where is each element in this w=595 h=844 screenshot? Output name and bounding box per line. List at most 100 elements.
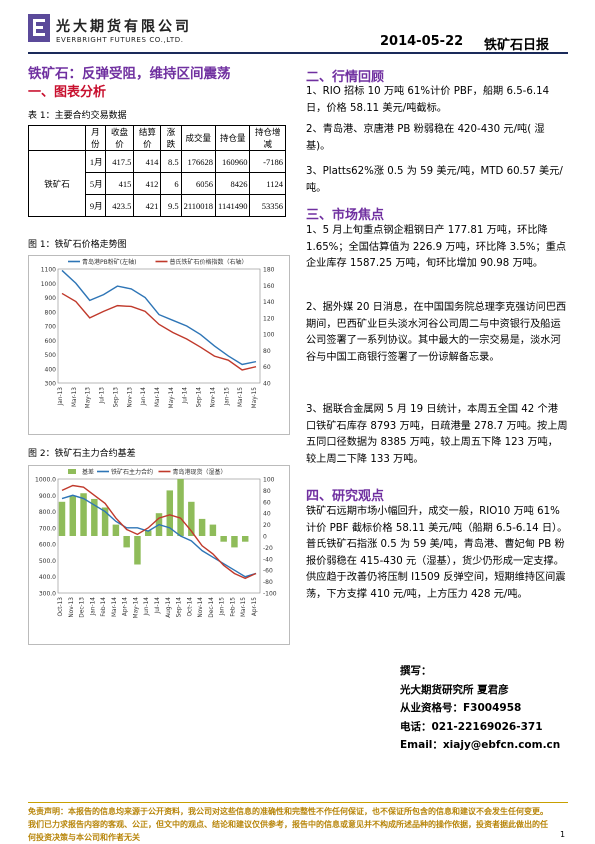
y-left-tick-label: 700 [45,324,57,331]
y-right-tick-label: 40 [263,381,271,388]
table-cell: 6 [160,172,182,195]
basis-bar [231,536,238,548]
table-cell: 1124 [249,172,286,195]
y-left-tick-label: 400.0 [39,574,56,581]
x-tick-label: Jan-13 [58,387,64,407]
series-line-1 [61,269,257,366]
disclaimer: 免责声明：本报告的信息均来源于公开资料，我公司对这些信息的准确性和完整性不作任何… [28,807,548,842]
x-tick-label: Dec-14 [209,597,215,618]
chart-frame [28,255,290,435]
section-title-charts: 一、图表分析 [28,85,107,100]
table-cell: 423.5 [104,194,135,217]
author-block: 撰写： 光大期货研究所 夏君彦 从业资格号：F3004958 电话：021-22… [400,662,560,755]
y-right-tick-label: 60 [263,499,271,506]
x-tick-label: Mar-14 [112,597,118,617]
x-tick-label: Nov-13 [69,597,75,618]
table-header-cell [28,125,86,151]
legend-label: 青岛港现货（湿基） [173,468,227,476]
basis-bar [91,498,98,536]
table-header-row: 月份 收盘价 结算价 涨跌 成交量 持仓量 持仓增减 [28,125,286,151]
y-left-tick-label: 900.0 [39,493,56,500]
y-right-tick-label: -80 [263,579,273,586]
table-cell: 2110018 [180,194,217,217]
y-right-tick-label: 0 [263,534,267,541]
table-cell: 1月 [85,150,106,173]
report-date: 2014-05-22 [380,34,464,49]
x-tick-label: Jan-15 [220,597,226,617]
price-trend-chart: 300 400 500 600 700 800 900 1000 1100 40 60 80 100 12… [28,255,290,435]
series-line-2 [61,494,257,578]
x-tick-label: May-15 [252,387,258,409]
y-right-tick-label: -60 [263,568,273,575]
x-tick-label: Jul-13 [100,387,106,405]
table-cell: 176628 [180,150,217,173]
table-header-cell: 收盘价 [104,125,135,151]
y-left-tick-label: 900 [45,295,57,302]
table-cell: 160960 [215,150,251,173]
legend-label: 普氏铁矿石价格指数（右轴） [170,258,248,266]
table-header-cell: 成交量 [180,125,217,151]
y-right-tick-label: 140 [263,299,275,306]
y-right-tick-label: 20 [263,522,271,529]
x-tick-label: Jan-15 [224,387,230,407]
x-tick-label: Oct-14 [187,597,193,617]
table-cell: 9月 [85,194,106,217]
table-header-cell: 涨跌 [160,125,182,151]
report-type: 铁矿石日报 [484,38,550,53]
y-left-tick-label: 800 [45,309,57,316]
x-tick-label: May-14 [169,387,175,409]
y-right-tick-label: 80 [263,348,271,355]
author-license: 从业资格号：F3004958 [400,702,522,714]
y-right-tick-label: 120 [263,315,275,322]
table-caption: 表 1：主要合约交易数据 [28,111,127,121]
basis-bar [80,493,87,536]
basis-bar [101,507,109,536]
table-header-cell: 结算价 [133,125,162,151]
y-right-tick-label: -20 [263,545,273,552]
legend-label: 铁矿石主力合约 [111,468,153,476]
view-paragraph: 铁矿石远期市场小幅回升，成交一般，RIO10 万吨 61%计价 PBF 截标价格… [306,506,568,600]
x-tick-label: Jan-14 [90,597,96,617]
basis-bar [188,501,195,536]
company-logo [28,14,50,42]
header-divider [28,52,568,54]
table-cell: 8426 [215,172,251,195]
x-tick-label: Sep-13 [113,387,119,408]
table-cell: 5月 [85,172,106,195]
y-right-tick-label: 100 [263,477,275,484]
series-line-2 [61,292,257,371]
y-right-tick-label: 100 [263,332,275,339]
x-tick-label: Feb-15 [230,597,236,617]
y-left-tick-label: 600.0 [39,542,56,549]
x-tick-label: Jun-14 [144,597,150,617]
brand-name-en: EVERBRIGHT FUTURES CO.,LTD. [56,36,184,44]
review-item: 1、RIO 招标 10 万吨 61%计价 PBF，船期 6.5-6.14 日，价… [306,86,550,114]
x-tick-label: Mar-15 [241,597,247,617]
x-tick-label: Mar-13 [72,387,78,407]
table-cell: 6056 [180,172,217,195]
table-row: 5月 415 412 6 6056 8426 1124 [29,172,286,195]
y-left-tick-label: 1000 [41,281,56,288]
legend-label: 青岛港PB粉矿(左轴) [82,258,136,266]
section-title-focus: 三、市场焦点 [306,208,385,223]
brand-name-cn: 光大期货有限公司 [56,19,192,35]
y-left-tick-label: 800.0 [39,509,56,516]
y-right-tick-label: 80 [263,488,271,495]
series-line-3 [61,484,257,580]
y-left-tick-label: 1000.0 [35,477,56,484]
basis-bar [220,536,227,542]
x-tick-label: Sep-14 [197,387,203,408]
author-label: 撰写： [400,665,432,677]
table-row: 铁矿石 1月 417.5 414 8.5 176628 160960 -7186 [28,150,286,217]
table-header-cell: 月份 [85,125,106,151]
y-right-tick-label: -100 [263,591,277,598]
basis-bar [198,518,206,536]
focus-item: 1、5 月上旬重点钢企粗钢日产 177.81 万吨，环比降 1.65%；全国估算… [306,225,567,269]
y-right-tick-label: 60 [263,364,271,371]
x-tick-label: Dec-13 [80,597,86,618]
plot-area [57,268,261,384]
y-left-tick-label: 500 [45,352,57,359]
basis-bar [58,501,66,536]
page-number: 1 [560,830,566,839]
x-tick-label: May-14 [133,597,139,619]
